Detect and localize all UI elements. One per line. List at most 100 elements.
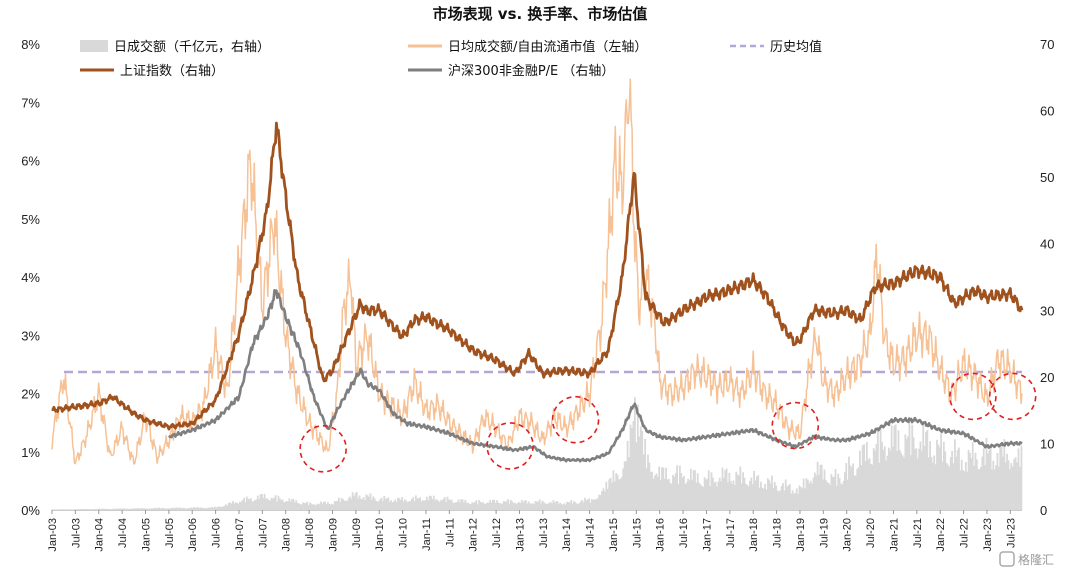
- volume-bar: [618, 479, 620, 510]
- x-tick-label: Jul-05: [164, 518, 176, 548]
- volume-bar: [703, 477, 706, 510]
- volume-bar: [196, 507, 198, 510]
- volume-bar: [771, 475, 773, 510]
- volume-bar: [605, 481, 608, 510]
- volume-bar: [912, 437, 915, 510]
- volume-bar: [373, 498, 376, 510]
- volume-bar: [639, 426, 642, 510]
- volume-bar: [241, 500, 244, 510]
- volume-bar: [501, 503, 504, 510]
- volume-bar: [133, 508, 135, 510]
- volume-bar: [234, 502, 237, 510]
- x-tick-label: Jan-13: [514, 518, 526, 552]
- volume-bar: [427, 500, 430, 510]
- volume-bar: [914, 449, 916, 510]
- volume-bar: [102, 508, 105, 510]
- volume-bar: [881, 441, 883, 510]
- volume-bar: [560, 504, 563, 510]
- volume-bar: [626, 440, 629, 510]
- volume-bar: [786, 486, 789, 510]
- volume-bar: [922, 423, 925, 510]
- volume-bar: [760, 481, 762, 510]
- volume-bar: [918, 448, 920, 510]
- volume-bar: [733, 484, 736, 510]
- volume-bar: [846, 479, 849, 510]
- volume-bar: [291, 499, 294, 510]
- volume-bar: [986, 453, 989, 510]
- volume-bar: [762, 488, 765, 510]
- x-tick-label: Jul-15: [631, 518, 643, 548]
- volume-bar: [620, 477, 623, 510]
- x-tick-label: Jul-14: [585, 518, 597, 548]
- volume-bar: [516, 502, 519, 510]
- volume-bar: [200, 507, 203, 510]
- volume-bar: [933, 455, 936, 510]
- volume-bar: [775, 485, 778, 510]
- x-tick-label: Jan-07: [234, 518, 246, 552]
- volume-bar: [837, 473, 840, 510]
- volume-bar: [99, 508, 102, 510]
- volume-bar: [551, 503, 553, 510]
- x-tick-label: Jan-04: [94, 518, 106, 552]
- volume-bar: [203, 508, 205, 510]
- volume-bar: [1004, 462, 1007, 510]
- volume-bar: [450, 499, 453, 510]
- volume-bar: [278, 498, 281, 510]
- volume-bar: [190, 507, 193, 510]
- volume-bar: [296, 503, 299, 510]
- left-tick-label: 5%: [21, 212, 40, 227]
- volume-bar: [537, 501, 540, 510]
- volume-bar: [482, 502, 485, 510]
- volume-bar: [260, 493, 263, 510]
- volume-bar: [546, 504, 549, 510]
- volume-bar: [490, 502, 493, 510]
- volume-bar: [787, 485, 790, 510]
- right-tick-label: 20: [1040, 370, 1054, 385]
- legend-label: 日均成交额/自由流通市值（左轴）: [448, 39, 647, 55]
- volume-bar: [468, 503, 471, 510]
- volume-bar: [522, 502, 525, 510]
- volume-bar: [908, 418, 911, 510]
- x-tick-label: Jul-20: [865, 518, 877, 548]
- volume-bar: [232, 501, 234, 510]
- volume-bar: [343, 500, 346, 510]
- volume-bar: [227, 502, 230, 510]
- volume-bar: [105, 508, 107, 510]
- highlight-circle: [988, 372, 1037, 421]
- volume-bar: [764, 483, 767, 510]
- volume-bar: [237, 503, 240, 510]
- volume-bar: [850, 467, 853, 510]
- pe-series: [167, 289, 1023, 463]
- volume-bar: [738, 475, 740, 510]
- volume-bar: [410, 499, 413, 510]
- volume-bar: [398, 498, 401, 510]
- volume-bar: [791, 490, 794, 510]
- volume-bar: [736, 474, 739, 510]
- volume-bar: [335, 501, 338, 510]
- volume-bar: [724, 470, 727, 510]
- volume-bar: [175, 507, 177, 510]
- volume-bar: [883, 446, 886, 510]
- x-tick-label: Jan-08: [281, 518, 293, 552]
- volume-bar: [651, 471, 654, 510]
- volume-bar: [638, 436, 641, 510]
- x-tick-label: Jul-13: [538, 518, 550, 548]
- volume-bar: [806, 479, 809, 510]
- volume-bar: [564, 504, 567, 510]
- left-tick-label: 6%: [21, 154, 40, 169]
- volume-bar: [376, 501, 379, 510]
- volume-bar: [77, 509, 79, 510]
- right-tick-label: 70: [1040, 37, 1054, 52]
- volume-bar: [562, 504, 564, 510]
- x-tick-label: Jul-23: [1005, 518, 1017, 548]
- volume-bar: [158, 507, 161, 510]
- turnover-series: [51, 78, 1023, 465]
- volume-bar: [864, 460, 867, 510]
- volume-bar: [897, 430, 900, 510]
- volume-bar: [249, 498, 252, 510]
- volume-bar: [337, 497, 340, 510]
- volume-bar: [578, 503, 581, 510]
- volume-bar: [78, 509, 81, 510]
- volume-bar: [892, 446, 894, 510]
- volume-bar: [215, 507, 218, 510]
